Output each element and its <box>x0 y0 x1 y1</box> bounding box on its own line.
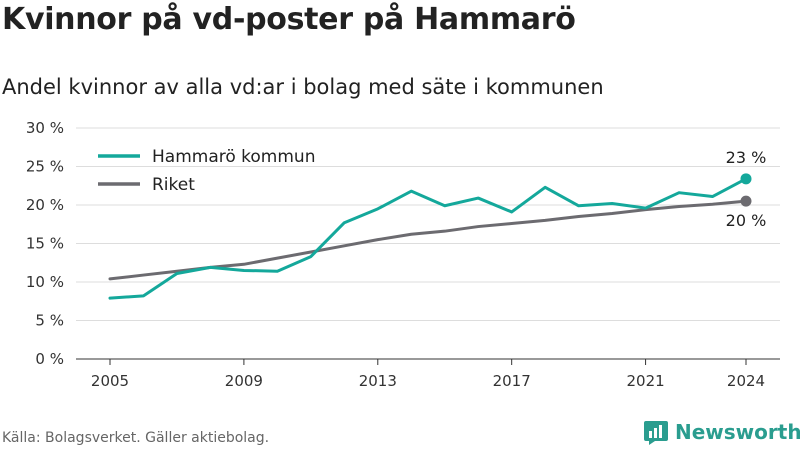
y-tick-label: 20 % <box>26 196 64 214</box>
series-lines: 20 % 23 % <box>108 148 767 300</box>
y-tick-label: 25 % <box>26 158 64 176</box>
line-chart: 0 % 5 % 10 % 15 % 20 % 25 % 30 % 2005 2009 2013 20… <box>26 119 780 390</box>
y-tick-label: 10 % <box>26 273 64 291</box>
x-tick-label: 2024 <box>727 372 765 390</box>
x-tick-label: 2021 <box>626 372 664 390</box>
y-tick-label: 15 % <box>26 235 64 253</box>
y-tick-label: 0 % <box>35 350 64 368</box>
series-line-hammaro <box>108 177 748 300</box>
bar-chart-speech-bubble-icon <box>644 421 668 445</box>
legend: Hammarö kommun Riket <box>98 147 315 195</box>
y-tick-label: 30 % <box>26 119 64 137</box>
x-tick-label: 2013 <box>359 372 397 390</box>
brand-name: Newsworthy <box>675 420 800 444</box>
end-label-riket: 20 % <box>726 211 767 230</box>
end-label-hammaro: 23 % <box>726 148 767 167</box>
legend-label-hammaro: Hammarö kommun <box>152 147 315 167</box>
x-tick-label: 2005 <box>91 372 129 390</box>
brand-logo[interactable]: Newsworthy <box>643 419 800 445</box>
grid-lines <box>76 127 780 360</box>
x-tick-label: 2009 <box>225 372 263 390</box>
legend-label-riket: Riket <box>152 175 195 195</box>
chart-subtitle: Andel kvinnor av alla vd:ar i bolag med … <box>2 75 604 99</box>
end-marker-riket <box>740 195 752 207</box>
end-marker-hammaro <box>740 173 752 185</box>
y-tick-label: 5 % <box>35 312 64 330</box>
chart-title: Kvinnor på vd-poster på Hammarö <box>2 2 576 37</box>
source-note: Källa: Bolagsverket. Gäller aktiebolag. <box>2 430 270 446</box>
axes: 0 % 5 % 10 % 15 % 20 % 25 % 30 % 2005 2009 2013 20… <box>26 119 765 390</box>
x-tick-label: 2017 <box>493 372 531 390</box>
